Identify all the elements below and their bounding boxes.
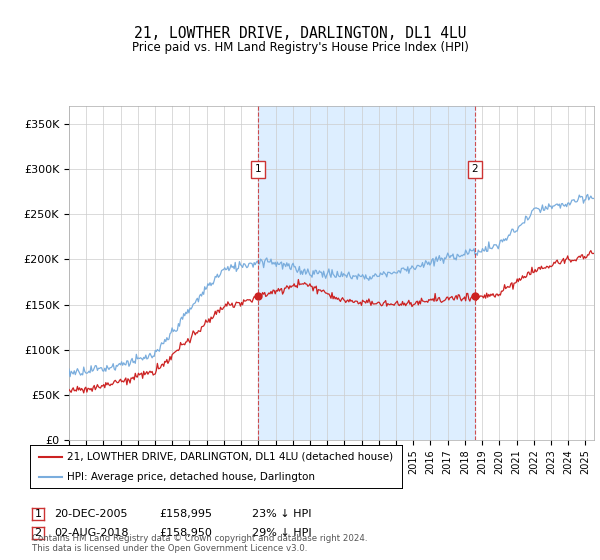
Text: Contains HM Land Registry data © Crown copyright and database right 2024.
This d: Contains HM Land Registry data © Crown c… <box>32 534 367 553</box>
Bar <box>258 106 475 440</box>
Text: 21, LOWTHER DRIVE, DARLINGTON, DL1 4LU (detached house): 21, LOWTHER DRIVE, DARLINGTON, DL1 4LU (… <box>67 452 394 462</box>
Text: 29% ↓ HPI: 29% ↓ HPI <box>252 528 311 538</box>
Text: £158,995: £158,995 <box>159 509 212 519</box>
Text: 1: 1 <box>254 165 261 174</box>
Text: 02-AUG-2018: 02-AUG-2018 <box>54 528 128 538</box>
Text: 2: 2 <box>472 165 478 174</box>
Text: 2: 2 <box>35 528 41 538</box>
Text: Price paid vs. HM Land Registry's House Price Index (HPI): Price paid vs. HM Land Registry's House … <box>131 41 469 54</box>
Text: 21, LOWTHER DRIVE, DARLINGTON, DL1 4LU: 21, LOWTHER DRIVE, DARLINGTON, DL1 4LU <box>134 26 466 41</box>
Text: 20-DEC-2005: 20-DEC-2005 <box>54 509 128 519</box>
Text: £158,950: £158,950 <box>159 528 212 538</box>
Text: 23% ↓ HPI: 23% ↓ HPI <box>252 509 311 519</box>
Text: HPI: Average price, detached house, Darlington: HPI: Average price, detached house, Darl… <box>67 473 315 482</box>
Text: 1: 1 <box>35 509 41 519</box>
